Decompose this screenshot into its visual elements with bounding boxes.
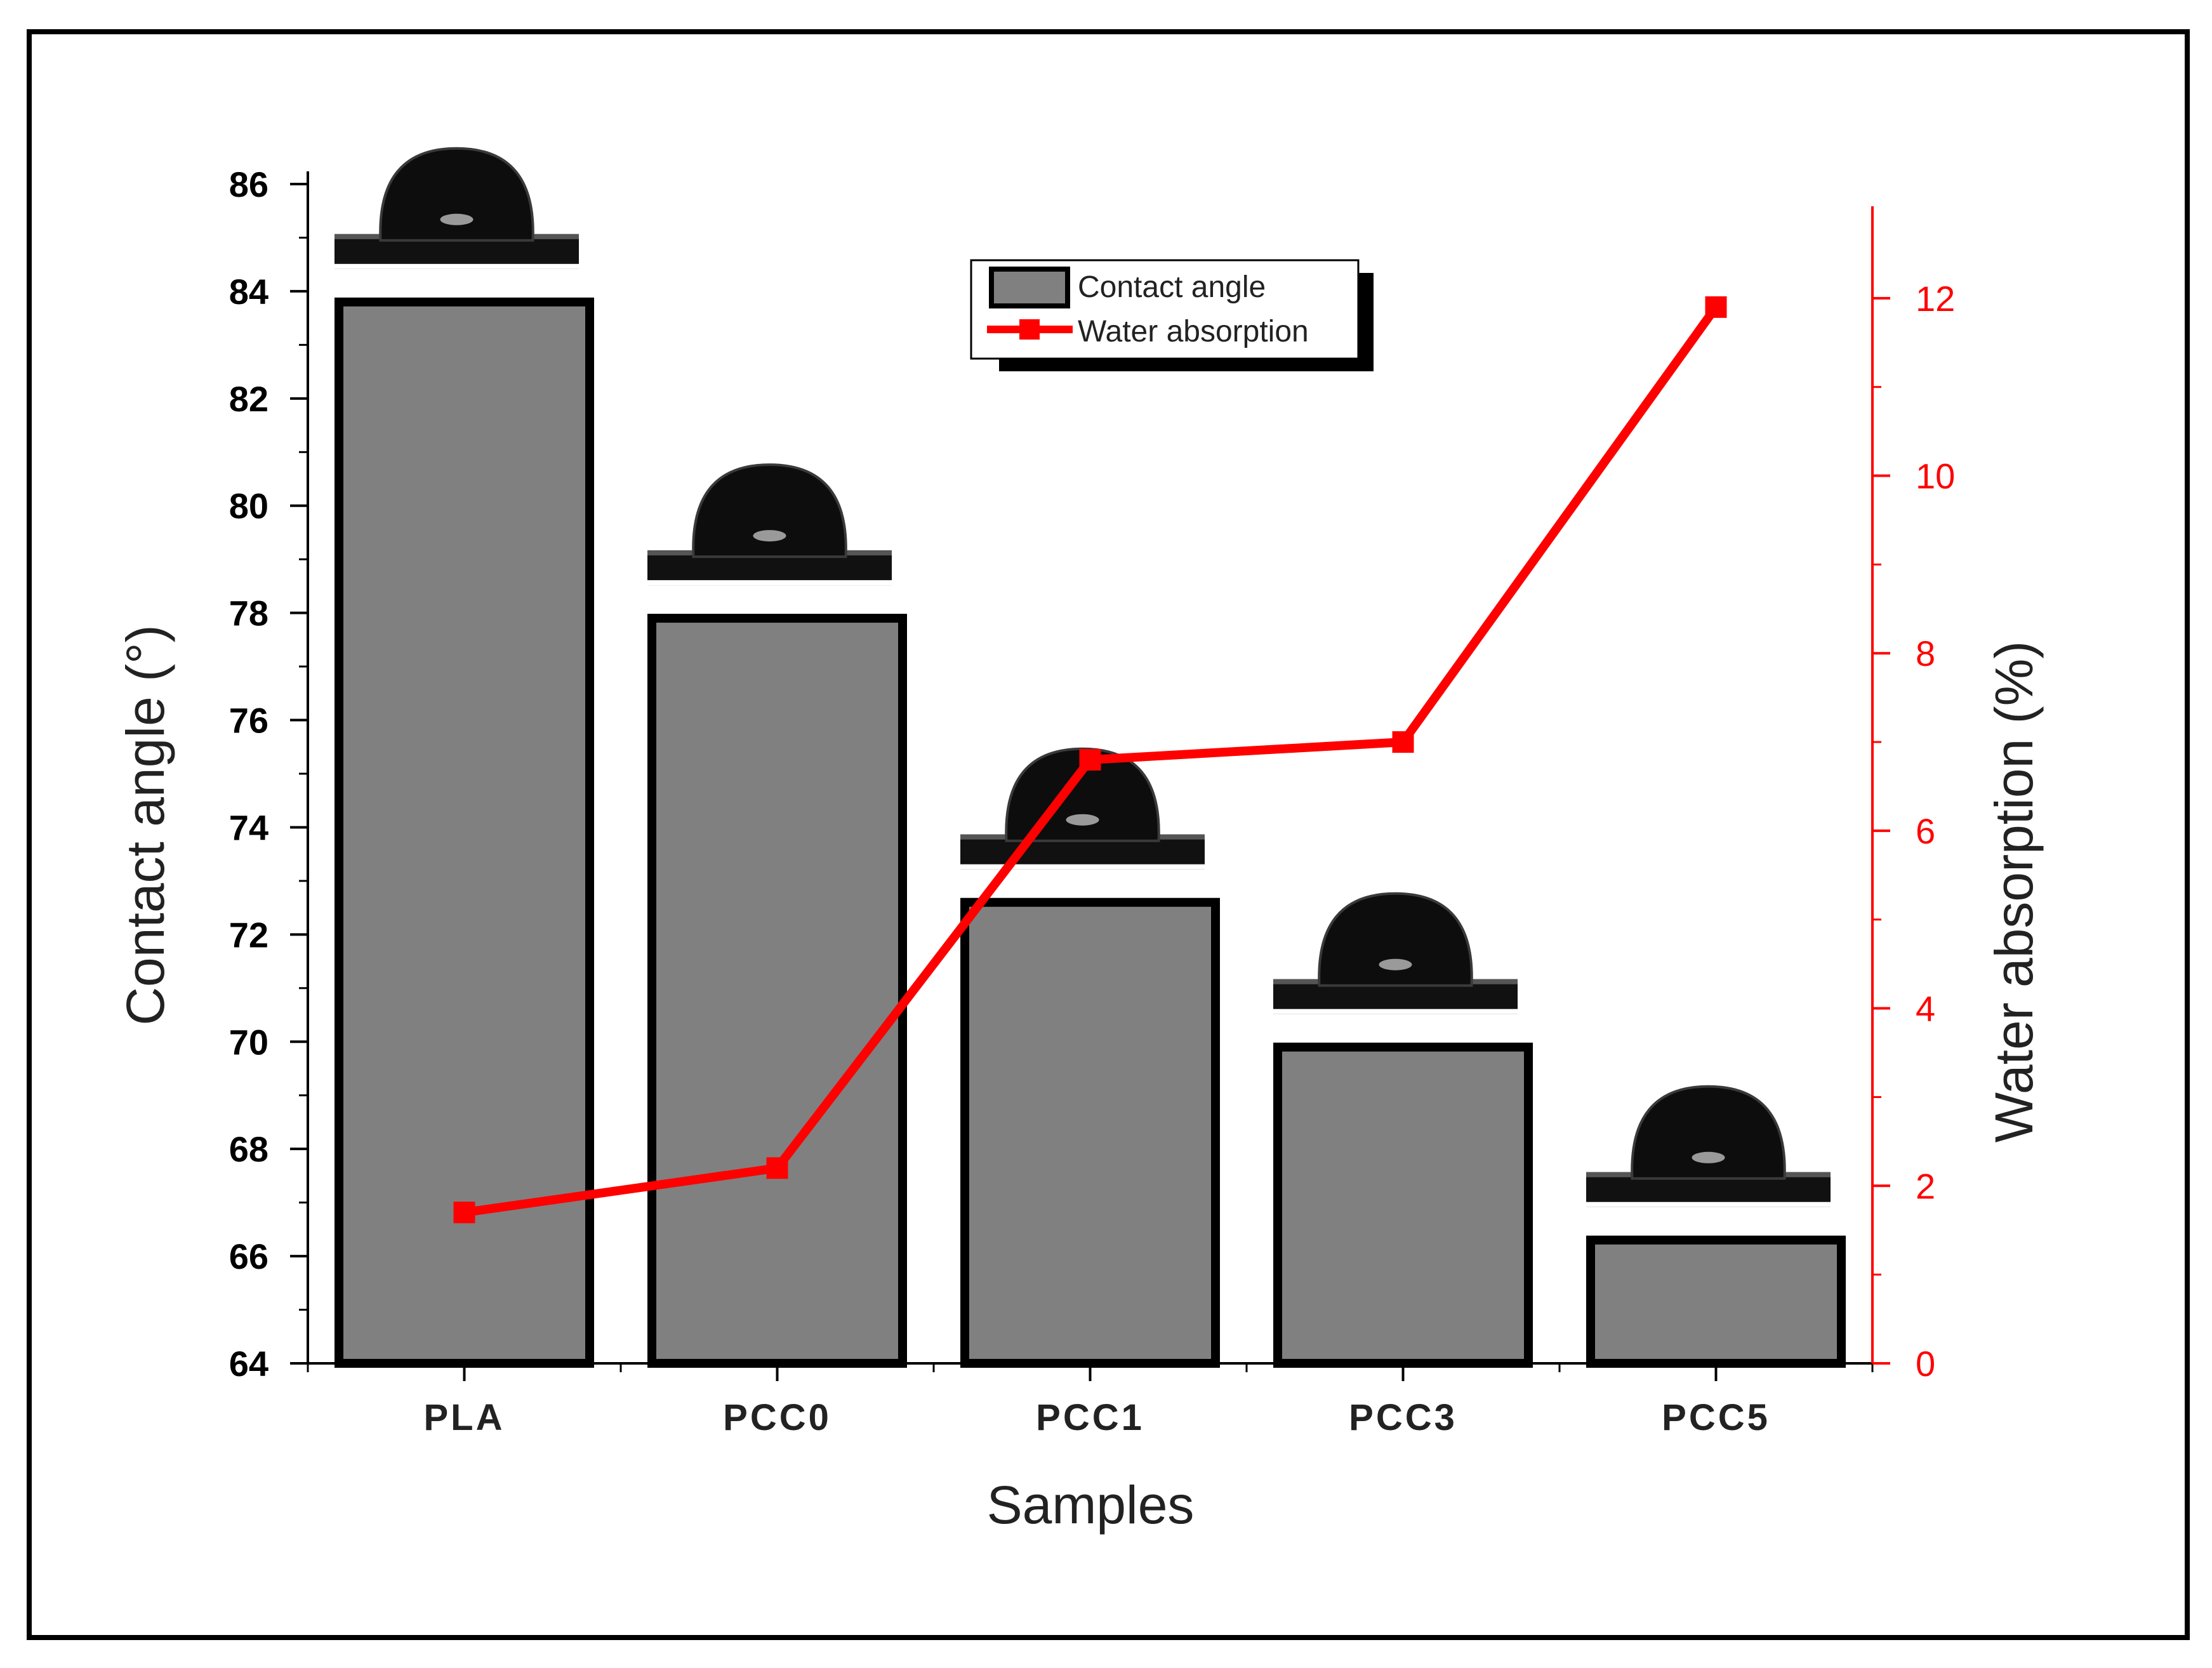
bars-layer — [334, 297, 1846, 1368]
bar-pcc3 — [1273, 1042, 1533, 1368]
y2-tick-label: 12 — [1916, 279, 1955, 319]
bar-pcc1 — [960, 897, 1220, 1368]
y-tick-label: 80 — [229, 486, 268, 526]
point-water-absorption-pcc0 — [766, 1157, 788, 1179]
y2-tick-label: 4 — [1916, 989, 1935, 1029]
line-layer — [453, 296, 1727, 1224]
bar-pcc0 — [647, 614, 907, 1368]
y2-tick-label: 0 — [1916, 1344, 1935, 1384]
point-water-absorption-pcc1 — [1079, 749, 1101, 771]
y2-tick-label: 2 — [1916, 1166, 1935, 1206]
outer-frame — [27, 29, 2190, 1640]
bar-pcc5 — [1586, 1235, 1846, 1368]
y-tick-label: 72 — [229, 915, 268, 955]
x-tick-label-pcc1: PCC1 — [1036, 1397, 1144, 1438]
point-water-absorption-pcc3 — [1392, 731, 1414, 753]
y-tick-label: 86 — [229, 164, 268, 204]
y-tick-label: 78 — [229, 593, 268, 633]
y-tick-label: 84 — [229, 272, 268, 312]
y-tick-label: 66 — [229, 1236, 268, 1276]
point-water-absorption-pla — [453, 1201, 475, 1224]
y-tick-label: 82 — [229, 379, 268, 419]
x-tick-label-pcc0: PCC0 — [723, 1397, 831, 1438]
legend-marker-water-absorption — [1019, 319, 1040, 340]
droplet-images — [334, 147, 1831, 1207]
bar-pla — [334, 297, 594, 1368]
y-axis-label: Contact angle (°) — [116, 625, 175, 1025]
x-axis-label: Samples — [987, 1475, 1195, 1535]
x-tick-label-pla: PLA — [424, 1397, 505, 1438]
y-tick-label: 74 — [229, 807, 268, 847]
legend-label-contact-angle: Contact angle — [1078, 270, 1266, 304]
x-tick-label-pcc3: PCC3 — [1349, 1397, 1457, 1438]
y-tick-label: 64 — [229, 1344, 268, 1384]
legend: Contact angle Water absorption — [970, 259, 1374, 371]
droplet-image-pla — [334, 147, 579, 269]
y2-axis-label: Water absorption (%) — [1984, 641, 2044, 1143]
y-tick-label: 68 — [229, 1129, 268, 1169]
y-tick-label: 76 — [229, 701, 268, 741]
droplet-image-pcc0 — [647, 463, 892, 586]
point-water-absorption-pcc5 — [1705, 296, 1727, 318]
y2-tick-label: 6 — [1916, 811, 1935, 851]
legend-label-water-absorption: Water absorption — [1078, 315, 1309, 348]
y2-tick-label: 8 — [1916, 633, 1935, 673]
x-tick-label-pcc5: PCC5 — [1662, 1397, 1770, 1438]
legend-swatch-contact-angle — [989, 267, 1070, 308]
y-tick-label: 70 — [229, 1022, 268, 1062]
droplet-image-pcc5 — [1586, 1085, 1831, 1207]
y2-tick-label: 10 — [1916, 456, 1955, 496]
droplet-image-pcc3 — [1273, 892, 1518, 1014]
